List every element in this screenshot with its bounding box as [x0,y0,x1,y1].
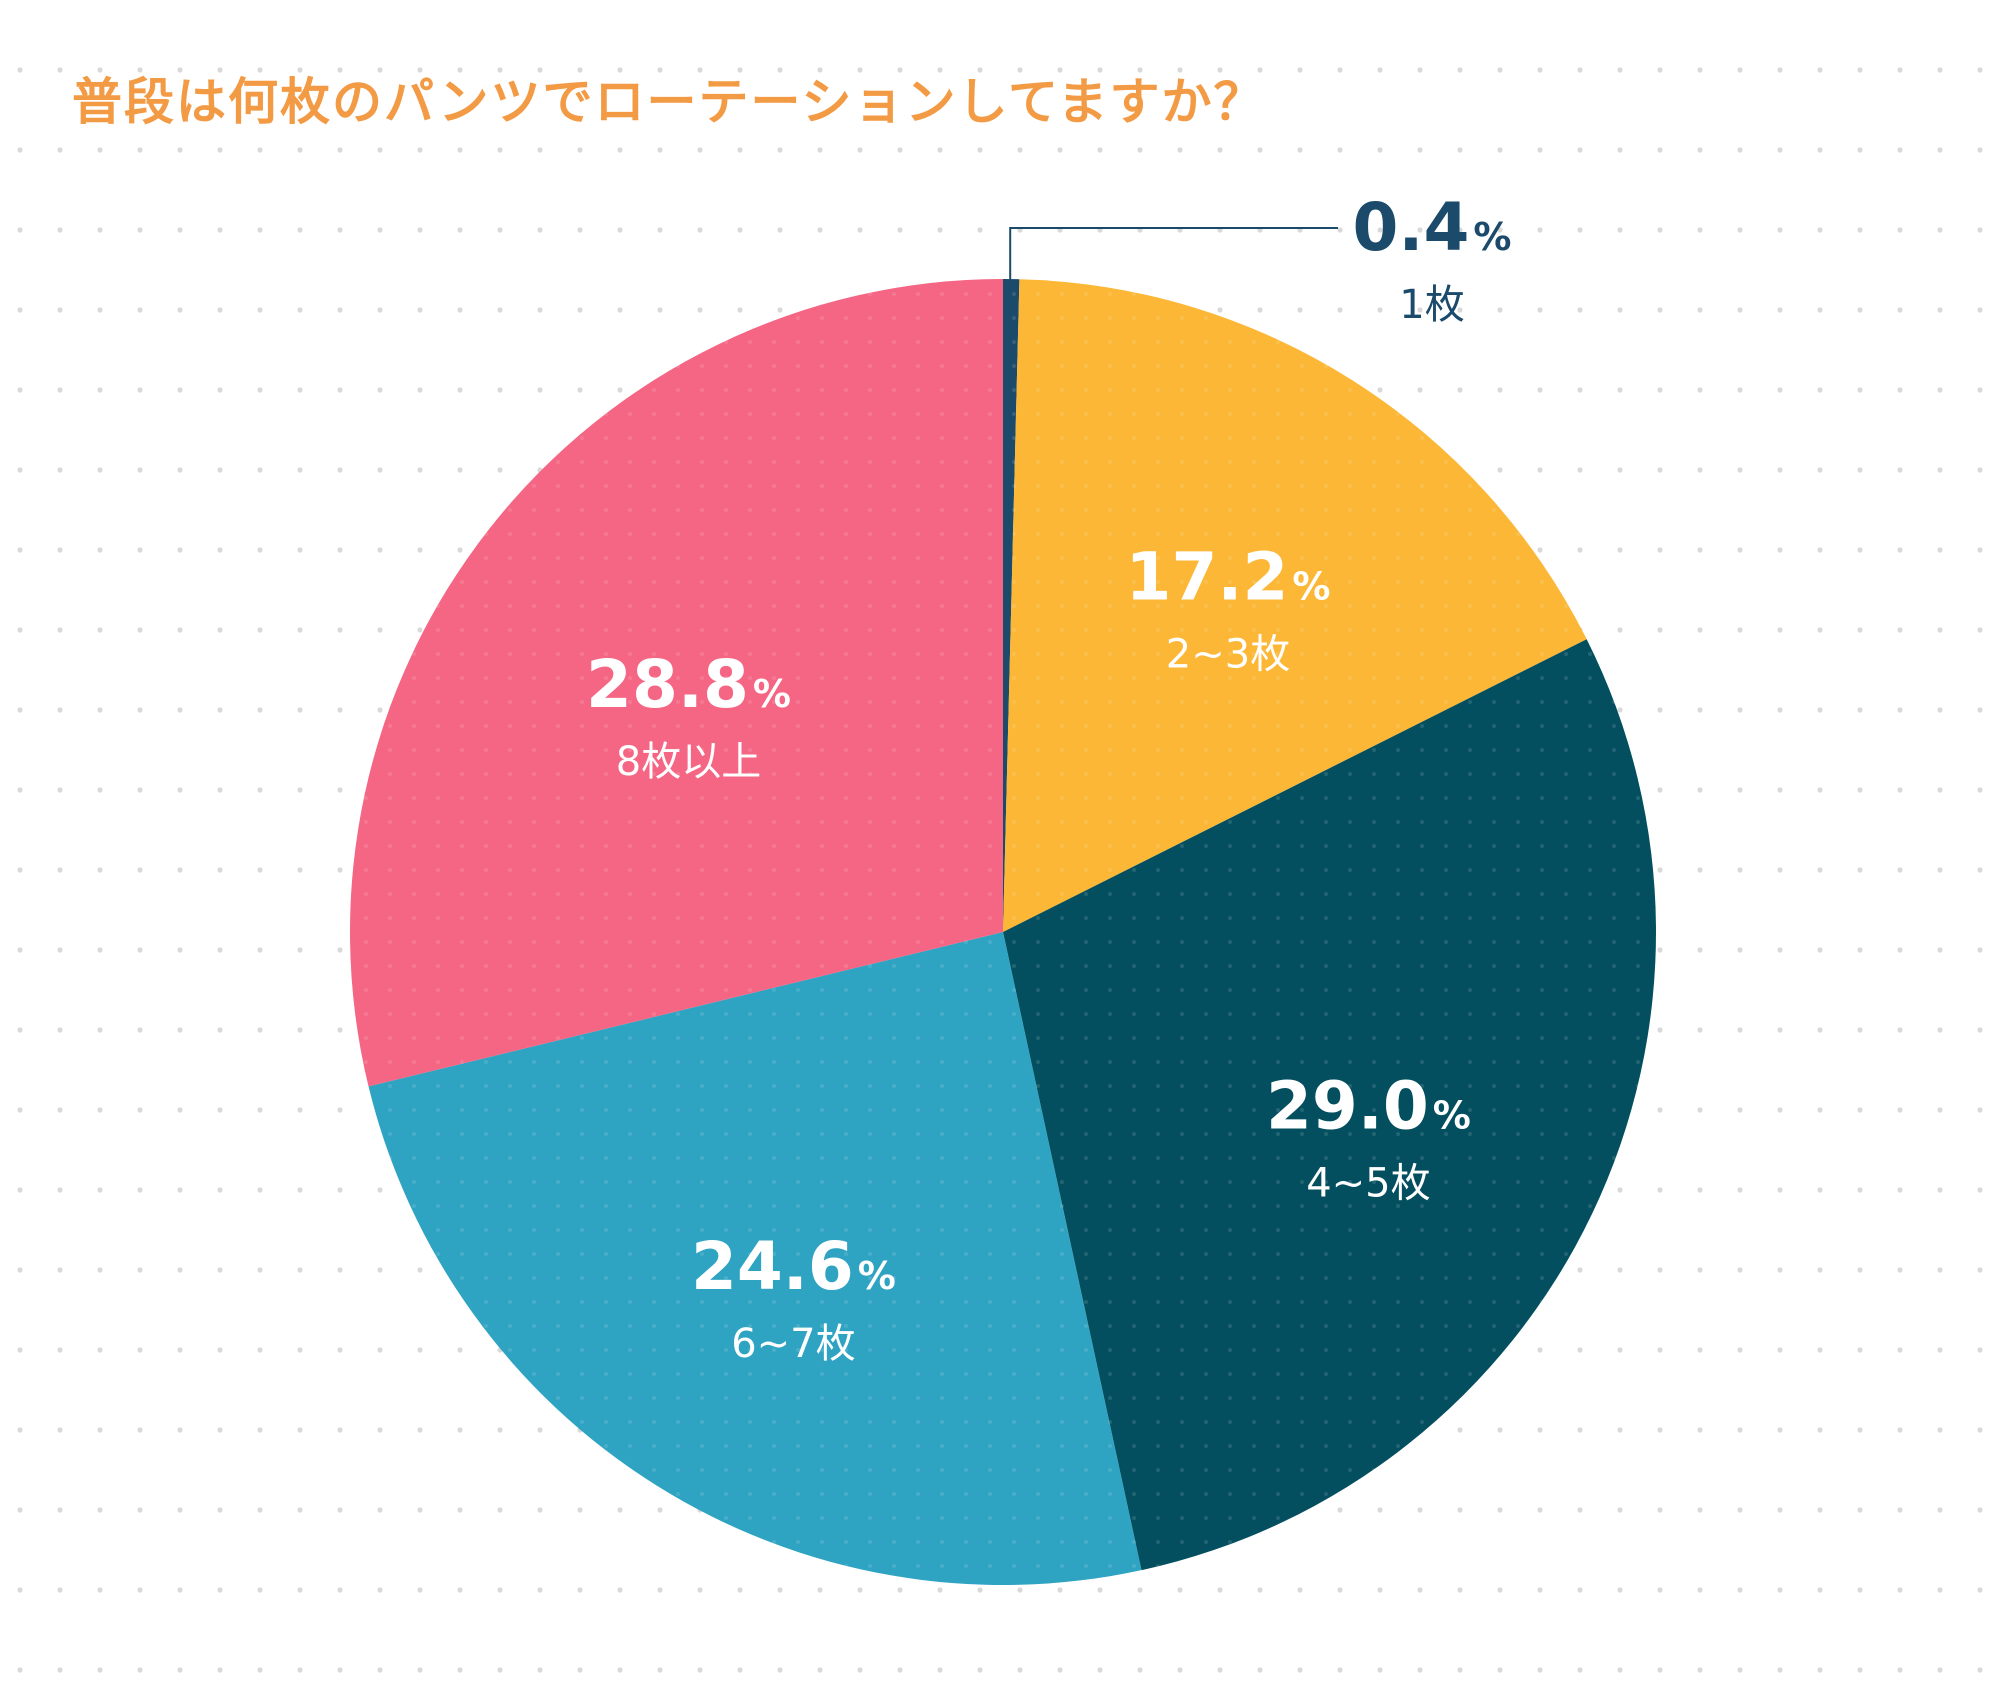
slice-3-unit: % [1433,1094,1471,1138]
slice-1-unit: % [1473,215,1511,259]
slice-4-value: 24.6 [691,1228,854,1305]
slice-2-category-label: 2~3枚 [1166,631,1290,677]
slice-1-texture [1003,279,1020,932]
slice-4-unit: % [858,1254,896,1298]
slice-1-value: 0.4 [1353,189,1470,266]
slice-2-value-label: 17.2% [1126,538,1331,615]
slice-2-value: 17.2 [1126,538,1289,615]
slice-5-value-label: 28.8% [586,646,791,723]
slice-2-texture [1003,279,1587,933]
slice-4-value-label: 24.6% [691,1228,896,1305]
slice-3-texture [1003,639,1657,1571]
slice-5-texture [349,278,1003,1087]
slice-5-unit: % [753,672,791,716]
slice-1-value-label: 0.4% [1353,189,1512,266]
slice-3-category-label: 4~5枚 [1306,1161,1430,1207]
slice-3-value: 29.0 [1266,1068,1429,1145]
leader-line [1009,227,1338,282]
slice-1-category-label: 1枚 [1399,282,1464,328]
slice-5-category-label: 8枚以上 [616,739,761,785]
chart-title: 普段は何枚のパンツでローテーションしてますか？ [72,73,1266,131]
slice-3-value-label: 29.0% [1266,1068,1471,1145]
slice-2-unit: % [1292,564,1330,608]
slice-4-category-label: 6~7枚 [731,1321,855,1367]
slice-4-texture [368,932,1142,1586]
slice-5-value: 28.8 [586,646,749,723]
